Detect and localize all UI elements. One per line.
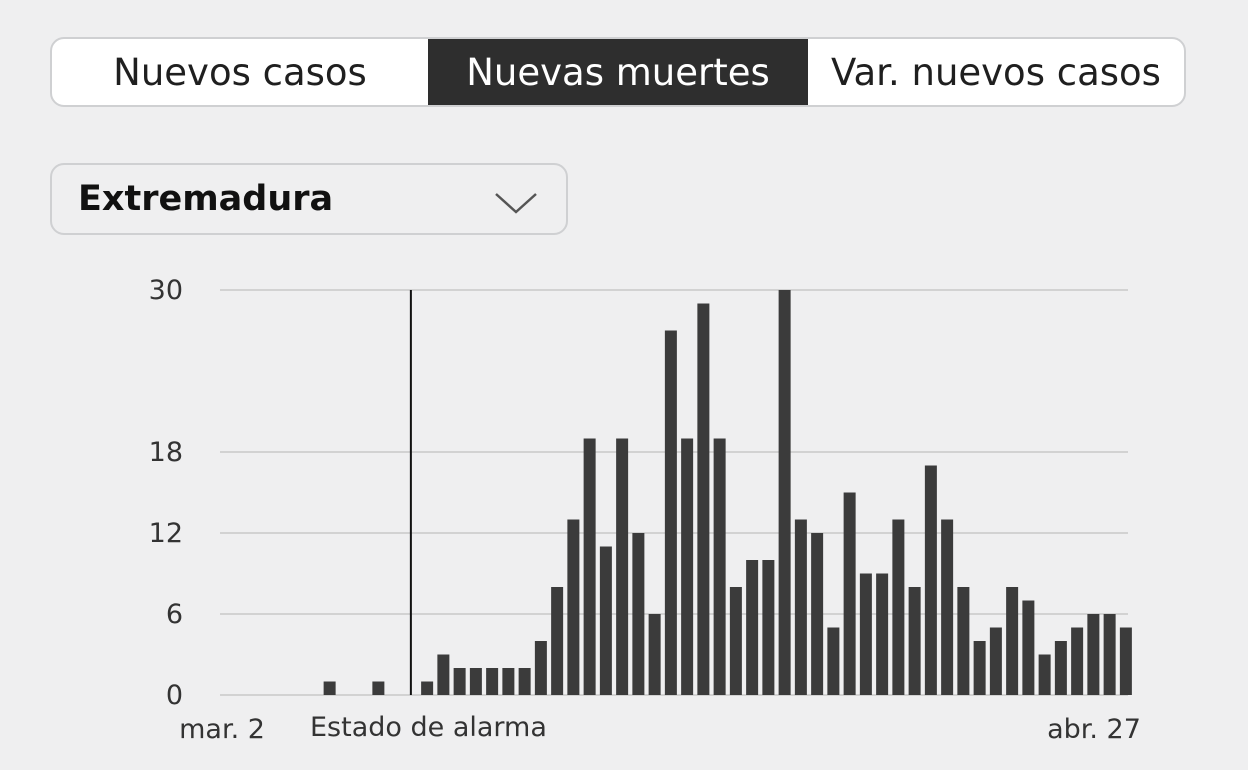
bar [859,573,872,695]
y-tick-labels: 0 6 12 18 30 [149,275,183,711]
bar [551,587,564,695]
bar [616,438,629,695]
tab-nuevos-casos[interactable]: Nuevos casos [113,50,367,94]
y-tick-label: 18 [149,437,183,468]
bar [729,587,742,695]
bar [892,519,905,695]
bar [372,681,385,695]
region-select[interactable]: Extremadura [50,163,568,235]
bar [453,668,466,695]
bar [421,681,434,695]
bar [973,641,986,695]
bar [583,438,596,695]
bar [648,614,661,695]
y-tick-label: 30 [149,275,183,306]
y-tick-label: 0 [166,680,183,711]
bar [1022,600,1035,695]
bar [534,641,547,695]
bar [323,681,336,695]
bar [518,668,531,695]
bar [762,560,775,695]
bar [486,668,499,695]
bar [1038,654,1051,695]
bar [1119,627,1132,695]
bar [681,438,694,695]
bar [713,438,726,695]
bar [697,303,710,695]
chevron-down-icon[interactable] [494,190,538,216]
bar [778,290,791,695]
bar [827,627,840,695]
region-select-value: Extremadura [78,179,334,219]
bar [1087,614,1100,695]
metric-tabs: Nuevos casos Nuevas muertes Var. nuevos … [50,37,1186,107]
bar [469,668,482,695]
y-tick-label: 12 [149,518,183,549]
bar [1006,587,1019,695]
bar-series [323,290,1132,695]
bar [1103,614,1116,695]
bar [794,519,807,695]
bar [1071,627,1084,695]
bar [876,573,889,695]
bar [664,330,677,695]
bar [437,654,450,695]
bar [567,519,580,695]
x-tick-labels: mar. 2 abr. 27 [179,714,1141,745]
y-tick-label: 6 [166,599,183,630]
bar [632,533,645,695]
alarm-annotation: Estado de alarma [310,290,547,743]
bar [908,587,921,695]
bar [811,533,824,695]
x-tick-label: mar. 2 [179,714,265,745]
x-tick-label: abr. 27 [1047,714,1141,745]
bar [941,519,954,695]
bar [989,627,1002,695]
alarm-annotation-label: Estado de alarma [310,712,547,743]
bar [924,465,937,695]
bar [502,668,515,695]
bar [843,492,856,695]
bar [746,560,759,695]
tab-var-nuevos-casos[interactable]: Var. nuevos casos [831,50,1161,94]
bar [599,546,612,695]
bar [957,587,970,695]
bar [1054,641,1067,695]
tab-nuevas-muertes[interactable]: Nuevas muertes [428,39,808,105]
